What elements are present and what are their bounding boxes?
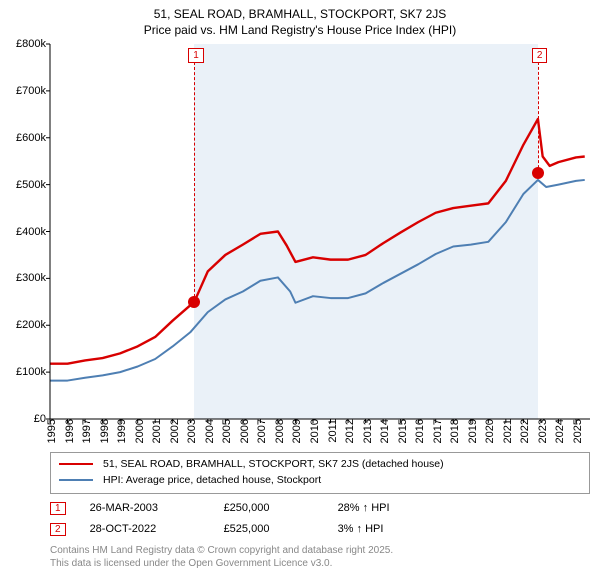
attribution-line2: This data is licensed under the Open Gov… <box>50 557 590 570</box>
x-tick-label: 1998 <box>99 419 111 443</box>
sale-marker-badge: 1 <box>188 48 204 63</box>
x-tick-label: 2021 <box>502 419 514 443</box>
y-tick-label: £0 <box>34 413 46 425</box>
x-tick-label: 2017 <box>432 419 444 443</box>
sale-hpi-delta: 3% ↑ HPI <box>338 523 384 535</box>
x-tick-label: 1997 <box>81 419 93 443</box>
sale-row: 2 28-OCT-2022 £525,000 3% ↑ HPI <box>50 523 590 536</box>
sale-marker-line <box>194 62 195 302</box>
x-tick-label: 2018 <box>449 419 461 443</box>
x-tick-label: 2009 <box>291 419 303 443</box>
sale-marker-dot <box>188 296 200 308</box>
y-tick-label: £200k <box>16 319 46 331</box>
x-tick-label: 2019 <box>467 419 479 443</box>
chart-title-line2: Price paid vs. HM Land Registry's House … <box>0 22 600 38</box>
x-tick-label: 2003 <box>186 419 198 443</box>
y-tick-label: £100k <box>16 366 46 378</box>
legend-item: 51, SEAL ROAD, BRAMHALL, STOCKPORT, SK7 … <box>59 457 581 473</box>
sale-price: £250,000 <box>224 502 314 514</box>
x-tick-label: 2020 <box>484 419 496 443</box>
attribution-line1: Contains HM Land Registry data © Crown c… <box>50 544 590 557</box>
x-tick-label: 2008 <box>274 419 286 443</box>
y-tick-label: £800k <box>16 38 46 50</box>
y-tick-label: £500k <box>16 179 46 191</box>
y-tick-label: £600k <box>16 132 46 144</box>
legend-box: 51, SEAL ROAD, BRAMHALL, STOCKPORT, SK7 … <box>50 452 590 494</box>
property-price-line <box>50 119 585 364</box>
x-tick-label: 2013 <box>362 419 374 443</box>
sale-hpi-delta: 28% ↑ HPI <box>338 502 390 514</box>
sale-index-badge: 2 <box>50 523 66 536</box>
x-tick-label: 2012 <box>344 419 356 443</box>
sale-marker-line <box>538 62 539 173</box>
x-tick-label: 1996 <box>64 419 76 443</box>
x-tick-label: 2016 <box>414 419 426 443</box>
legend-item: HPI: Average price, detached house, Stoc… <box>59 473 581 489</box>
x-tick-label: 2004 <box>204 419 216 443</box>
sale-price: £525,000 <box>224 523 314 535</box>
sale-index-badge: 1 <box>50 502 66 515</box>
x-tick-label: 2015 <box>397 419 409 443</box>
x-tick-label: 2022 <box>519 419 531 443</box>
x-tick-label: 2025 <box>572 419 584 443</box>
price-chart: £0£100k£200k£300k£400k£500k£600k£700k£80… <box>50 44 590 419</box>
x-tick-label: 2014 <box>379 419 391 443</box>
sales-list: 1 26-MAR-2003 £250,000 28% ↑ HPI 2 28-OCT-202… <box>50 502 590 536</box>
x-tick-label: 2024 <box>554 419 566 443</box>
y-tick-label: £700k <box>16 85 46 97</box>
x-tick-label: 2005 <box>221 419 233 443</box>
chart-title-line1: 51, SEAL ROAD, BRAMHALL, STOCKPORT, SK7 … <box>0 6 600 22</box>
sale-date: 28-OCT-2022 <box>90 523 200 535</box>
sale-marker-dot <box>532 167 544 179</box>
x-tick-label: 1995 <box>46 419 58 443</box>
x-tick-label: 2023 <box>537 419 549 443</box>
sale-row: 1 26-MAR-2003 £250,000 28% ↑ HPI <box>50 502 590 515</box>
legend-label: HPI: Average price, detached house, Stoc… <box>103 474 321 486</box>
legend-swatch <box>59 463 93 465</box>
x-tick-label: 2011 <box>327 419 339 443</box>
legend-swatch <box>59 479 93 481</box>
y-tick-label: £400k <box>16 226 46 238</box>
x-tick-label: 1999 <box>116 419 128 443</box>
x-tick-label: 2006 <box>239 419 251 443</box>
sale-date: 26-MAR-2003 <box>90 502 200 514</box>
x-tick-label: 2007 <box>256 419 268 443</box>
x-tick-label: 2001 <box>151 419 163 443</box>
x-tick-label: 2002 <box>169 419 181 443</box>
y-tick-label: £300k <box>16 272 46 284</box>
sale-marker-badge: 2 <box>532 48 548 63</box>
legend-label: 51, SEAL ROAD, BRAMHALL, STOCKPORT, SK7 … <box>103 458 444 470</box>
x-tick-label: 2010 <box>309 419 321 443</box>
x-tick-label: 2000 <box>134 419 146 443</box>
